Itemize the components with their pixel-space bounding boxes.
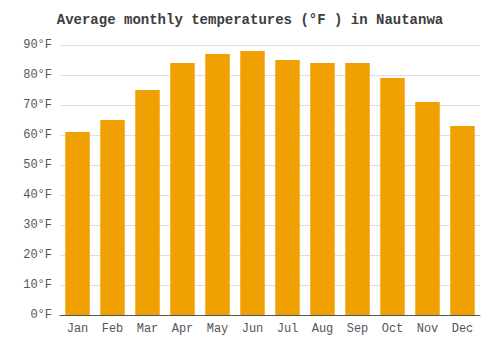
svg-text:Aug: Aug (312, 322, 334, 336)
svg-text:May: May (207, 322, 229, 336)
svg-text:Sep: Sep (347, 322, 369, 336)
svg-text:Feb: Feb (102, 322, 124, 336)
svg-text:80°F: 80°F (23, 68, 52, 82)
svg-text:Jun: Jun (242, 322, 264, 336)
svg-text:10°F: 10°F (23, 278, 52, 292)
svg-text:90°F: 90°F (23, 38, 52, 52)
svg-text:70°F: 70°F (23, 98, 52, 112)
svg-text:0°F: 0°F (30, 308, 52, 322)
svg-text:Nov: Nov (417, 322, 439, 336)
svg-text:Apr: Apr (172, 322, 194, 336)
svg-text:Oct: Oct (382, 322, 404, 336)
svg-text:Jan: Jan (67, 322, 89, 336)
svg-text:40°F: 40°F (23, 188, 52, 202)
svg-text:Mar: Mar (137, 322, 159, 336)
svg-text:60°F: 60°F (23, 128, 52, 142)
svg-text:Average monthly temperatures (: Average monthly temperatures (°F ) in Na… (57, 12, 444, 28)
svg-text:30°F: 30°F (23, 218, 52, 232)
svg-text:50°F: 50°F (23, 158, 52, 172)
svg-text:Jul: Jul (277, 322, 299, 336)
svg-text:20°F: 20°F (23, 248, 52, 262)
svg-text:Dec: Dec (452, 322, 474, 336)
